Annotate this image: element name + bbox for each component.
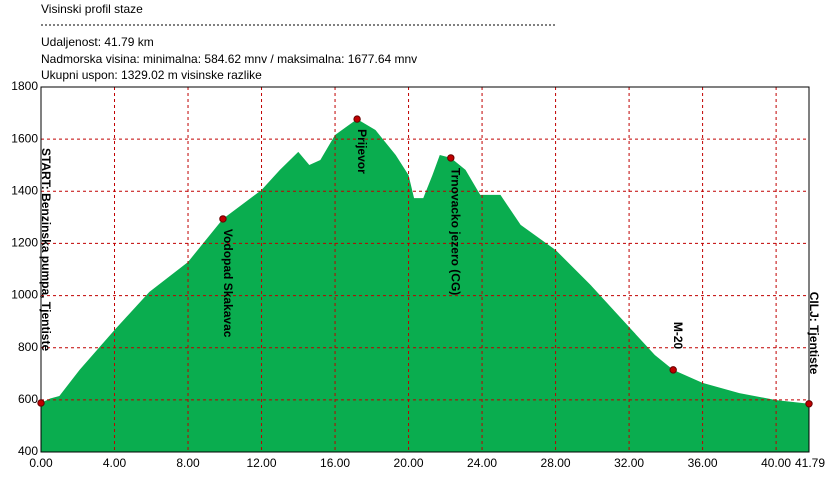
waypoint-marker <box>37 399 45 407</box>
x-tick-label: 24.00 <box>467 456 497 470</box>
x-tick-label: 4.00 <box>103 456 127 470</box>
waypoint-marker <box>669 366 677 374</box>
x-tick-label: 0.00 <box>29 456 53 470</box>
x-tick-label: 40.00 <box>761 456 791 470</box>
ascent: Ukupni uspon: 1329.02 m visinske razlike <box>41 68 262 82</box>
x-tick-label: 20.00 <box>394 456 424 470</box>
y-tick-label: 1200 <box>11 236 38 250</box>
waypoint-label: Vodopad Skakavac <box>221 229 235 338</box>
y-tick-label: 1600 <box>11 131 38 145</box>
waypoint-label: Trnovacko jezero (CG) <box>449 168 463 295</box>
plot-border <box>40 86 810 453</box>
distance: Udaljenost: 41.79 km <box>41 35 154 49</box>
y-tick-label: 1400 <box>11 183 38 197</box>
elevation-area <box>41 119 809 452</box>
y-tick-label: 600 <box>18 392 38 406</box>
x-tick-label: 32.00 <box>614 456 644 470</box>
x-tick-label: 41.79 <box>795 456 825 470</box>
x-tick-label: 16.00 <box>320 456 350 470</box>
waypoint-marker <box>447 154 455 162</box>
waypoint-marker <box>219 215 227 223</box>
waypoint-label: M-20 <box>671 322 685 350</box>
altitude: Nadmorska visina: minimalna: 584.62 mnv … <box>41 52 417 66</box>
x-tick-label: 28.00 <box>541 456 571 470</box>
waypoint-label: Prijevor <box>355 129 369 174</box>
y-tick-label: 1000 <box>11 288 38 302</box>
waypoint-marker <box>353 115 361 123</box>
y-tick-label: 1800 <box>11 79 38 93</box>
y-tick-label: 400 <box>18 444 38 458</box>
title: Visinski profil staze <box>41 2 143 16</box>
waypoint-marker <box>805 400 813 408</box>
x-tick-label: 8.00 <box>176 456 200 470</box>
x-tick-label: 12.00 <box>247 456 277 470</box>
waypoint-label: CILJ: Tjentiste <box>807 292 821 375</box>
waypoint-label: START: Benzinska pumpa, Tjentiste <box>39 148 53 351</box>
x-tick-label: 36.00 <box>688 456 718 470</box>
y-tick-label: 800 <box>18 340 38 354</box>
